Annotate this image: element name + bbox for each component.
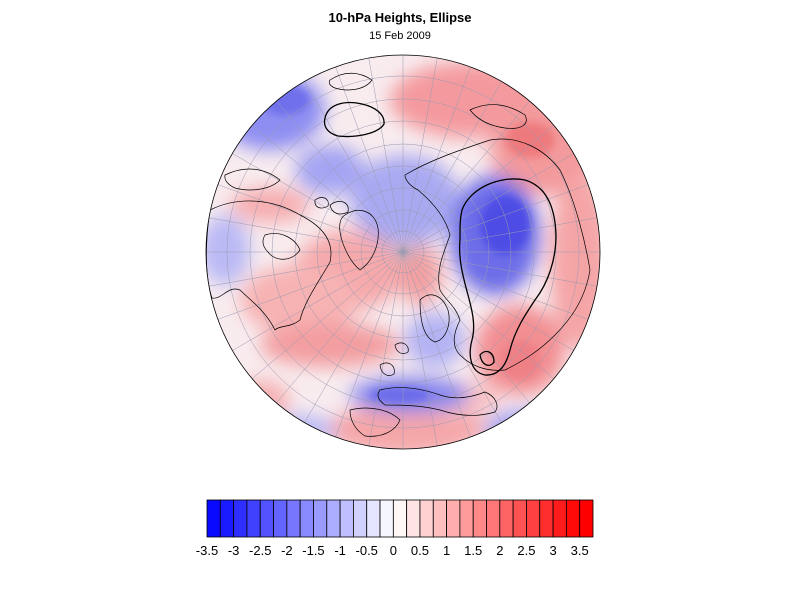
colorbar-tick-label: 3.5 [571,543,589,558]
colorbar-box [206,499,221,538]
colorbar-box [526,499,541,538]
meridian-line [402,251,530,404]
colorbar-box [446,499,461,538]
colorbar-tick-label: -1.5 [302,543,324,558]
colorbar-box [499,499,514,538]
meridian-line [402,251,502,423]
colorbar-box [326,499,341,538]
colorbar-tick-label: 2.5 [517,543,535,558]
colorbar-box [392,499,408,538]
meridian-line [402,81,502,253]
meridian-line [232,153,404,253]
colorbar-tick-label: 0.5 [411,543,429,558]
map-title: 10-hPa Heights, Ellipse [328,10,472,25]
meridian-line [402,184,589,253]
meridian-line [402,57,438,253]
colorbar-box [419,499,434,538]
meridian-line [276,100,404,253]
meridian-line [251,251,404,379]
meridian-line [402,217,598,253]
colorbar-tick-labels: -3.5 -3 -2.5 -2 -1.5 -1 -0.5 0 0.5 1 1.5 2 2.5 3 3.5 [196,543,589,558]
meridian-line [402,251,471,438]
colorbar-box [486,499,501,538]
colorbar-tick-label: 0 [390,543,397,558]
colorbar-box [273,499,288,538]
colorbar-box [299,499,314,538]
meridian-line [251,125,404,253]
meridian-line [402,251,555,379]
meridian-line [402,125,555,253]
colorbar-tick-label: -3.5 [196,543,218,558]
meridian-line [402,100,530,253]
meridian-line [402,251,598,287]
meridian-line [368,251,404,447]
map-subtitle: 15 Feb 2009 [369,30,431,42]
colorbar-box [565,499,581,538]
colorbar-tick-label: 2 [496,543,503,558]
colorbar-box [432,499,447,538]
colorbar-tick-label: 1.5 [464,543,482,558]
meridian-line [217,251,404,320]
colorbar-box [313,499,328,538]
colorbar-box [353,499,368,538]
colorbar-tick-label: -0.5 [356,543,378,558]
meridian-line [304,251,404,423]
meridian-line [368,57,404,253]
meridian-line [217,184,404,253]
meridian-line [402,251,438,447]
contour-lines [323,101,557,376]
colorbar-tick-label: -2.5 [249,543,271,558]
colorbar-box [246,499,261,538]
meridian-line [402,153,574,253]
globe-outline [205,54,601,450]
meridian-line [232,251,404,351]
colorbar-tick-label: -1 [334,543,346,558]
colorbar-boxes [206,499,594,538]
colorbar-box [339,499,354,538]
colorbar-box [379,499,394,538]
colorbar-tick-label: -2 [281,543,293,558]
colorbar-tick-label: -3 [228,543,240,558]
colorbar-box [286,499,301,538]
colorbar-box [219,499,235,538]
colorbar-tick-label: 1 [443,543,450,558]
colorbar-box [406,499,421,538]
meridian-line [208,251,404,287]
colorbar-box [233,499,248,538]
colorbar-box [366,499,381,538]
colorbar-box [459,499,474,538]
colorbar-box [579,499,594,538]
colorbar-box [259,499,274,538]
colorbar-box [552,499,567,538]
meridian-line [402,251,589,320]
meridian-line [208,217,404,253]
coastlines [206,72,591,437]
graticule [206,55,600,449]
meridian-line [304,81,404,253]
colorbar-tick-label: 3 [549,543,556,558]
meridian-line [335,251,404,438]
meridian-line [335,66,404,253]
meridian-line [276,251,404,404]
colorbar-box [539,499,554,538]
colorbar-box [472,499,487,538]
colorbar-box [512,499,527,538]
meridian-line [402,251,574,351]
